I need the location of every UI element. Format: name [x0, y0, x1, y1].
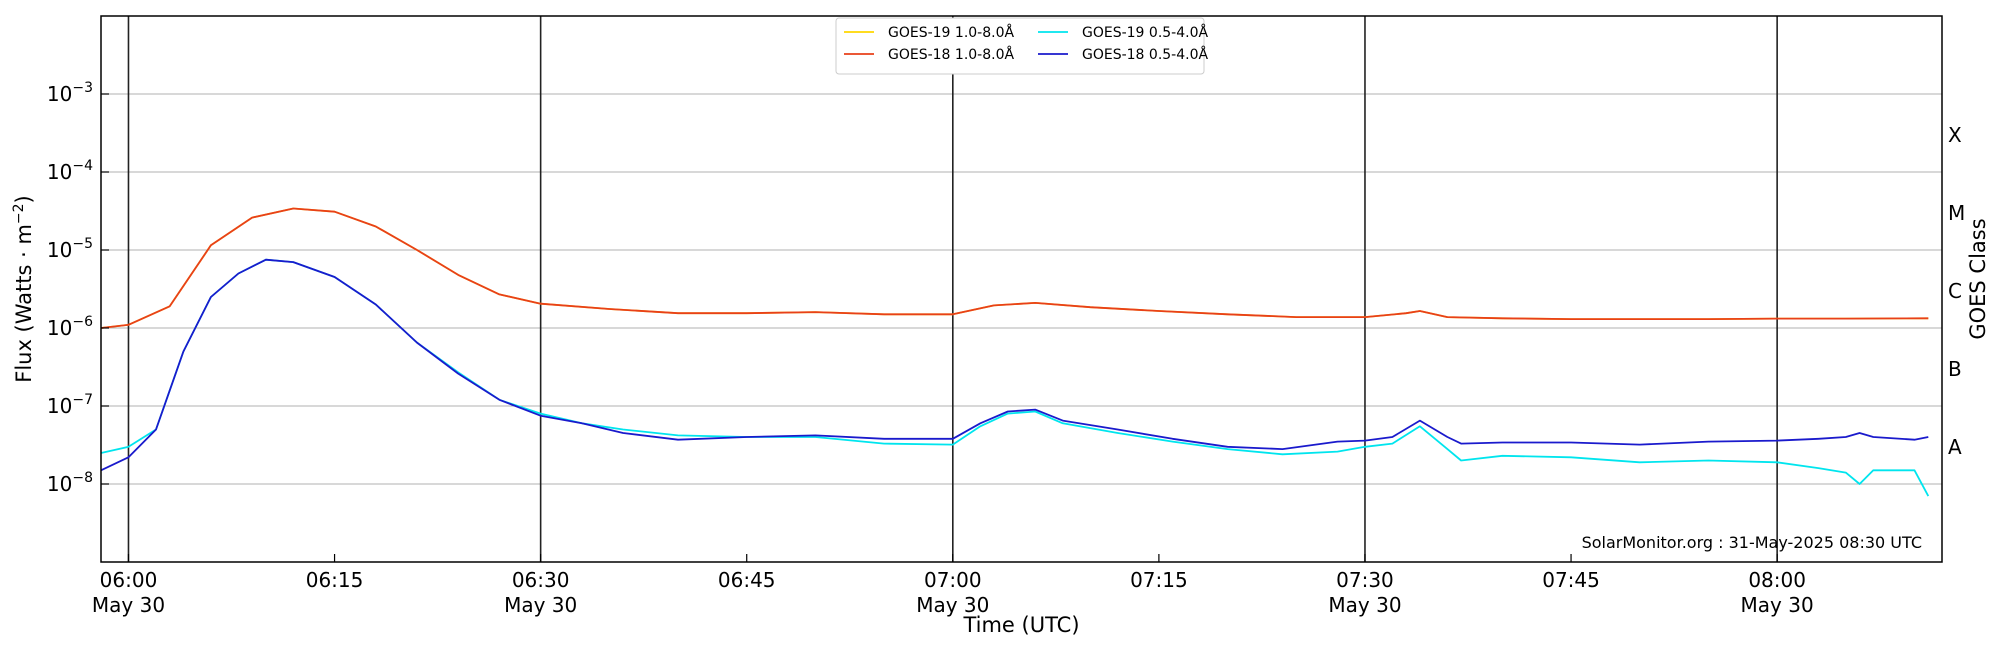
- x-tick-label: 07:30: [1336, 568, 1394, 592]
- goes-class-label: C: [1948, 279, 1962, 303]
- x-tick-date-label: May 30: [916, 593, 989, 617]
- x-tick-label: 06:00: [100, 568, 158, 592]
- x-tick-label: 08:00: [1748, 568, 1806, 592]
- grid-layer: [101, 93, 1942, 485]
- y-tick-label: 10−6: [47, 314, 93, 340]
- x-tick-label: 07:00: [924, 568, 982, 592]
- watermark: SolarMonitor.org : 31-May-2025 08:30 UTC: [1582, 533, 1922, 552]
- series-line-2: [100, 207, 1929, 329]
- x-tick-label: 06:30: [512, 568, 570, 592]
- plot-frame: [100, 15, 1943, 563]
- y-axis-title-close: ): [12, 195, 36, 203]
- goes-class-label: M: [1948, 201, 1965, 225]
- goes-class-label: B: [1948, 357, 1962, 381]
- x-axis-title: Time (UTC): [962, 613, 1079, 637]
- series-layer: [100, 207, 1930, 497]
- y-axis-title: Flux (Watts · m−2): [11, 195, 36, 383]
- series-line-4: [100, 258, 1929, 472]
- y-tick-label: 10−3: [47, 80, 93, 106]
- x-tick-label: 06:15: [306, 568, 364, 592]
- y-axis-title-group: Flux (Watts · m−2): [11, 195, 36, 383]
- x-tick-date-label: May 30: [92, 593, 165, 617]
- goes-class-label: X: [1948, 123, 1962, 147]
- x-tick-label: 07:45: [1542, 568, 1600, 592]
- major-time-lines: [127, 16, 1778, 562]
- y-tick-label: 10−5: [47, 236, 93, 262]
- legend-entry-label: GOES-18 1.0-8.0Å: [888, 46, 1014, 63]
- y-tick-label: 10−4: [47, 158, 93, 184]
- y-tick-label: 10−8: [47, 470, 93, 496]
- goes-class-label: A: [1948, 435, 1962, 459]
- legend-box: [835, 17, 1205, 75]
- x-tick-label: 06:45: [718, 568, 776, 592]
- x-tick-date-label: May 30: [1741, 593, 1814, 617]
- legend: GOES-19 1.0-8.0Å GOES-18 1.0-8.0Å GOES-19 …: [835, 17, 1208, 75]
- y-tick-label: 10−7: [47, 392, 93, 418]
- y-axis-title-exponent: −2: [11, 203, 27, 224]
- x-tick-label: 07:15: [1130, 568, 1188, 592]
- legend-entry-label: GOES-18 0.5-4.0Å: [1082, 46, 1208, 63]
- y-axis-title-main: Flux (Watts · m: [12, 224, 36, 383]
- legend-entry-label: GOES-19 0.5-4.0Å: [1082, 24, 1208, 41]
- x-tick-date-label: May 30: [1328, 593, 1401, 617]
- x-tick-date-label: May 30: [504, 593, 577, 617]
- y2-axis-title: GOES Class: [1966, 218, 1990, 339]
- legend-entry-label: GOES-19 1.0-8.0Å: [888, 24, 1014, 41]
